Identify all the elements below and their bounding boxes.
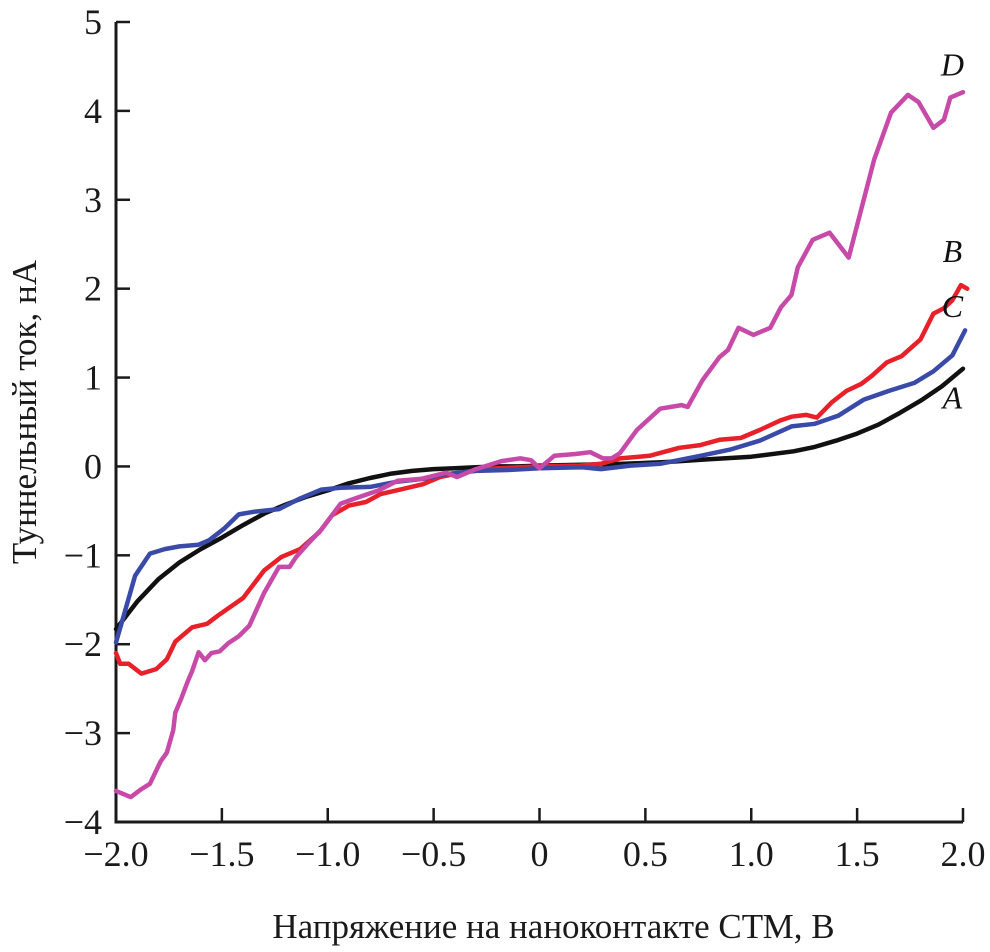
y-tick-label: −3 (64, 713, 102, 753)
x-tick-label: 1.0 (729, 834, 774, 874)
y-tick-label: 2 (84, 269, 102, 309)
y-tick-label: −4 (64, 802, 102, 842)
x-tick-label: −2.0 (83, 834, 148, 874)
axes (114, 22, 963, 824)
x-tick-label: 0 (531, 834, 549, 874)
x-axis-title: Напряжение на наноконтакте СТМ, В (272, 907, 834, 946)
series-label-c: C (942, 288, 964, 324)
series-label-b: B (943, 233, 963, 269)
y-tick-label: 0 (84, 446, 102, 486)
x-tick-label: −1.5 (189, 834, 254, 874)
series-label-d: D (940, 46, 964, 82)
series-labels: A BC D (940, 46, 964, 415)
series-label-a: A (941, 380, 963, 416)
y-tick-label: 4 (84, 91, 102, 131)
series-line-d (113, 89, 966, 800)
x-tick-label: −0.5 (401, 834, 466, 874)
x-tick-label: 2.0 (941, 834, 986, 874)
series-line-b (113, 282, 970, 676)
y-tick-label: 1 (84, 358, 102, 398)
x-tick-label: −1.0 (295, 834, 360, 874)
series-line-a (113, 366, 966, 632)
series-group (113, 89, 970, 800)
x-tick-label: 1.5 (835, 834, 880, 874)
y-tick-label: −2 (64, 624, 102, 664)
y-tick-label: 5 (84, 2, 102, 42)
x-ticks: −2.0 −1.5 −1.0 −0.5 0 0.5 1.0 1.5 2.0 (83, 808, 986, 874)
y-ticks: −4 −3 −2 −1 0 1 2 3 4 5 (64, 2, 130, 842)
y-tick-label: 3 (84, 180, 102, 220)
y-axis-title: Туннельный ток, нА (5, 259, 44, 564)
x-tick-label: 0.5 (623, 834, 668, 874)
y-tick-label: −1 (64, 535, 102, 575)
series-line-c (113, 328, 968, 645)
